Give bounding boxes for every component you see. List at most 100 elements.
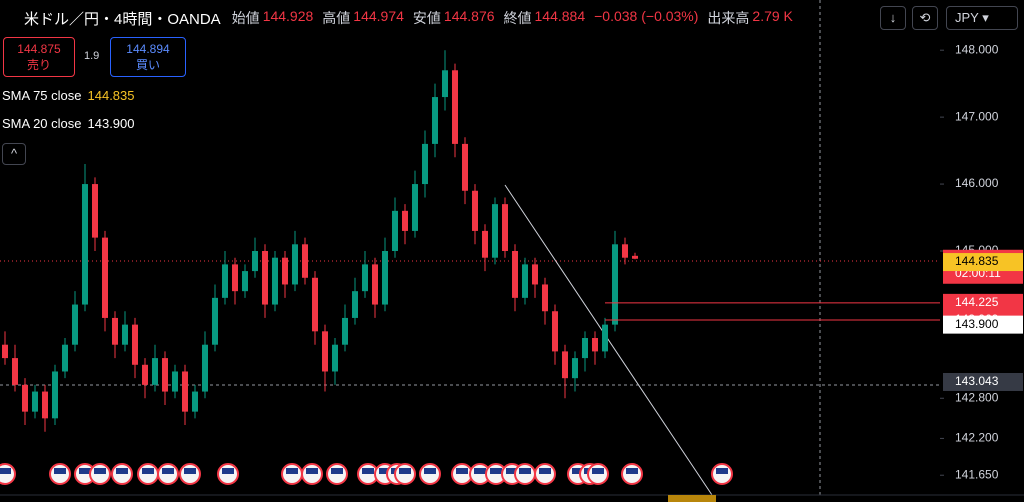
- candle-body: [582, 338, 588, 359]
- candle-body: [632, 255, 638, 259]
- value: 144.928: [262, 8, 314, 24]
- event-flag: [490, 468, 502, 474]
- candle-body: [72, 304, 78, 345]
- event-flag: [54, 468, 66, 474]
- candle-body: [242, 271, 248, 292]
- download-button[interactable]: ↓: [880, 6, 906, 30]
- candle-body: [402, 210, 408, 231]
- candle-body: [232, 264, 238, 292]
- event-flag: [474, 468, 486, 474]
- buy-button[interactable]: 144.894 買い: [110, 37, 186, 77]
- candle-body: [352, 291, 358, 318]
- indicator-value: 143.900: [87, 116, 135, 131]
- sell-label: 売り: [26, 58, 51, 72]
- event-flag: [162, 468, 174, 474]
- event-flag: [592, 468, 604, 474]
- candle-body: [32, 391, 38, 412]
- event-flag: [306, 468, 318, 474]
- trend-line: [504, 184, 713, 496]
- candle-body: [522, 264, 528, 298]
- price-tag: [943, 315, 1023, 334]
- y-tick-label: 141.650: [955, 467, 999, 481]
- sell-button[interactable]: 144.875 売り: [3, 37, 75, 77]
- indicator: SMA 20 close 143.900: [2, 116, 135, 131]
- candle-body: [552, 311, 558, 352]
- event-flag: [79, 468, 91, 474]
- candle-body: [202, 344, 208, 392]
- header: 米ドル／円・4時間・OANDA 始値 144.928 高値 144.974 安値 14…: [24, 8, 799, 29]
- candle-body: [372, 264, 378, 305]
- currency-select[interactable]: JPY ▾: [946, 6, 1018, 30]
- candle-body: [12, 358, 18, 385]
- candle-body: [142, 364, 148, 385]
- candle-body: [432, 97, 438, 144]
- currency: JPY: [955, 10, 979, 25]
- event-flag: [0, 468, 11, 474]
- y-tick-label: 148.000: [955, 42, 999, 56]
- fullscreen-button[interactable]: ⟲: [912, 6, 938, 30]
- candle-body: [162, 358, 168, 392]
- candle-body: [332, 344, 338, 372]
- candle-body: [82, 184, 88, 305]
- buy-price: 144.894: [126, 42, 170, 56]
- candle-body: [572, 358, 578, 379]
- value: 144.884: [534, 8, 586, 24]
- candle-body: [492, 204, 498, 258]
- candle-body: [192, 391, 198, 412]
- indicator: SMA 75 close 144.835: [2, 88, 135, 103]
- y-tick-label: 142.200: [955, 431, 999, 445]
- candle-body: [452, 70, 458, 144]
- candle-body: [592, 338, 598, 352]
- price-tag-label: 143.900: [955, 317, 999, 331]
- event-flag: [362, 468, 374, 474]
- symbol[interactable]: 米ドル／円・4時間・OANDA: [24, 11, 221, 28]
- event-flag: [572, 468, 584, 474]
- candle-body: [462, 143, 468, 191]
- label: 高値: [322, 10, 351, 26]
- candle-body: [302, 244, 308, 278]
- candle-body: [2, 344, 8, 359]
- event-flag: [456, 468, 468, 474]
- change: −0.038 (−0.03%): [594, 8, 699, 24]
- candle-body: [602, 324, 608, 352]
- indicator-name: SMA 75 close: [2, 88, 82, 103]
- y-tick-label: 146.000: [955, 176, 999, 190]
- event-flag: [286, 468, 298, 474]
- label: 安値: [412, 10, 441, 26]
- candle-body: [92, 184, 98, 238]
- candle-body: [132, 324, 138, 365]
- value: 144.876: [443, 8, 495, 24]
- candle-body: [122, 324, 128, 345]
- candle-body: [222, 264, 228, 298]
- candle-body: [412, 184, 418, 231]
- candle-body: [252, 251, 258, 272]
- candle-body: [472, 190, 478, 231]
- candle-body: [282, 257, 288, 285]
- price-tag: [943, 372, 1023, 391]
- event-flag: [506, 468, 518, 474]
- candle-body: [532, 264, 538, 285]
- candle-body: [102, 237, 108, 318]
- candle-body: [622, 244, 628, 258]
- event-flag: [716, 468, 728, 474]
- candle-body: [112, 317, 118, 345]
- candle-body: [212, 297, 218, 345]
- value: 144.974: [353, 8, 404, 24]
- collapse-button[interactable]: ^: [2, 143, 26, 165]
- candle-body: [182, 371, 188, 412]
- candle-body: [442, 70, 448, 98]
- price-tag-label: 143.043: [955, 374, 999, 388]
- price-tag: [943, 293, 1023, 312]
- candle-body: [362, 264, 368, 292]
- candle-body: [52, 371, 58, 419]
- candle-body: [312, 277, 318, 332]
- label: 終値: [503, 10, 532, 26]
- buy-label: 買い: [135, 58, 160, 72]
- candle-body: [292, 244, 298, 285]
- price-tag-label: 144.225: [955, 295, 999, 309]
- indicator-value: 144.835: [87, 88, 135, 103]
- indicator-name: SMA 20 close: [2, 116, 82, 131]
- candle-body: [262, 251, 268, 305]
- candle-body: [62, 344, 68, 372]
